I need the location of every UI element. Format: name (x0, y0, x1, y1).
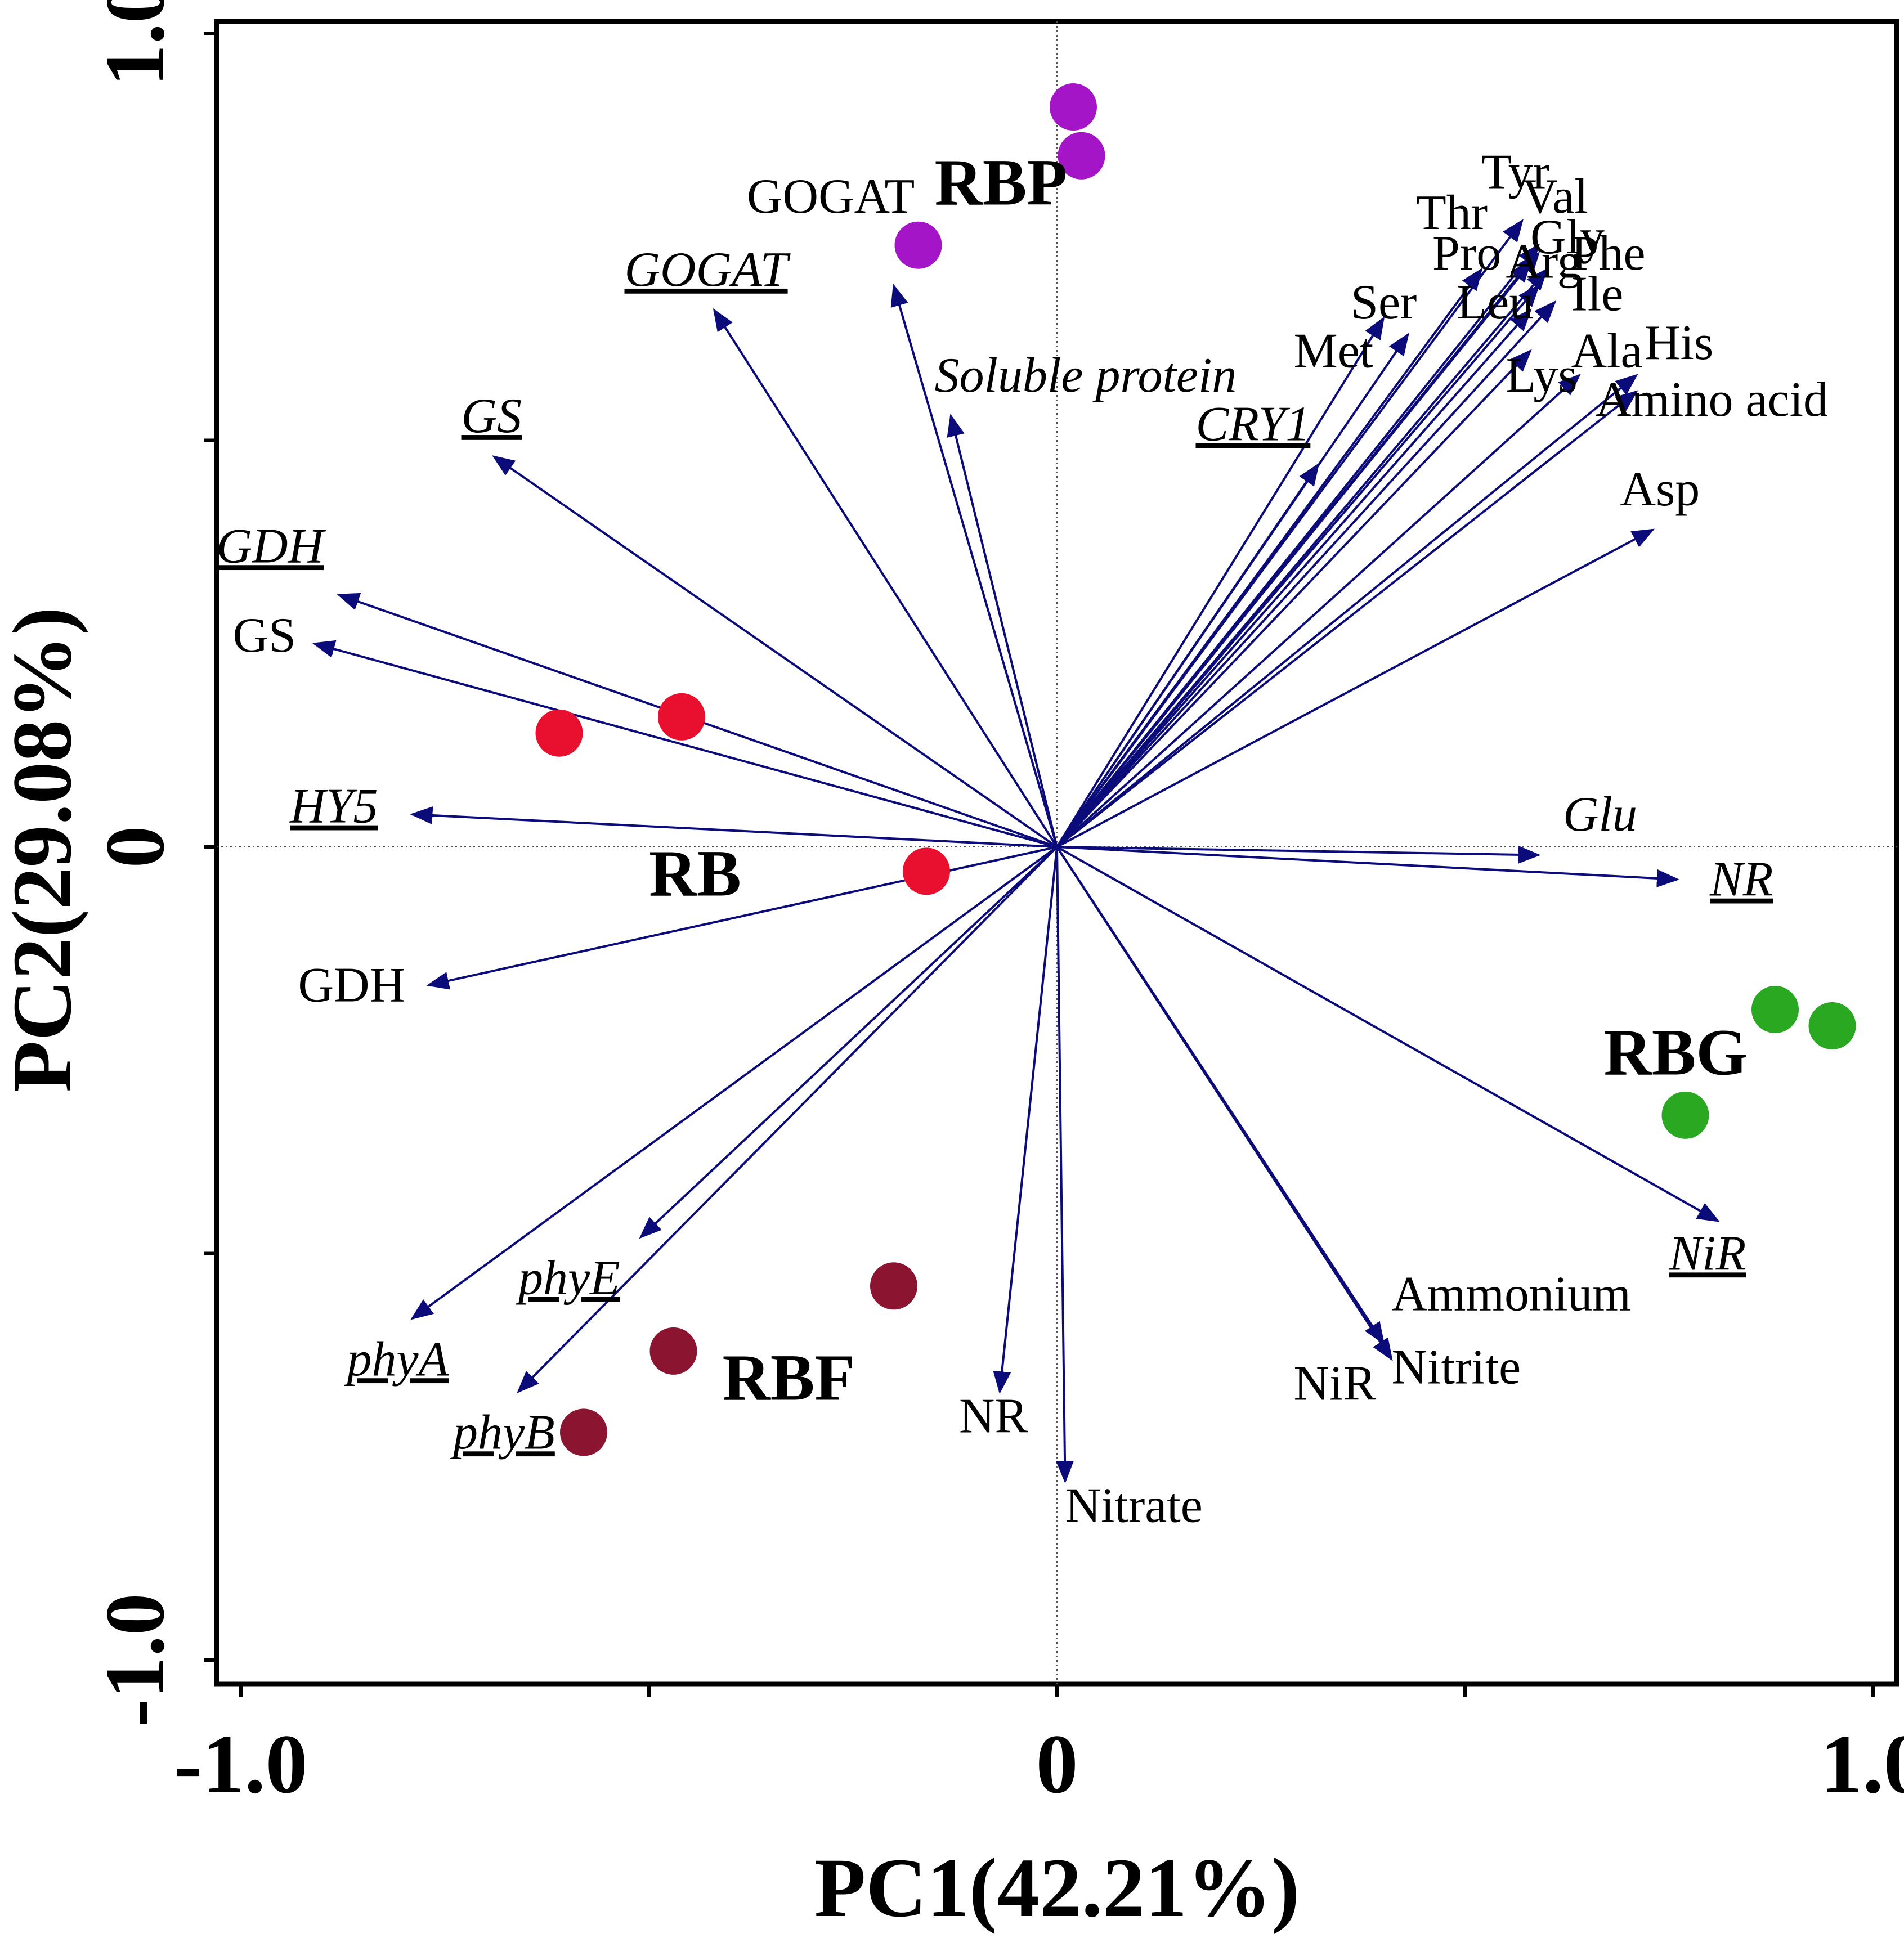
vector-amino-acid (1056, 390, 1638, 848)
point-rbp-3 (894, 221, 942, 269)
point-rbp-1 (1050, 83, 1097, 131)
vector-nitrate (1056, 846, 1074, 1484)
sample-points (535, 83, 1856, 1456)
x-tick-label: -1.0 (174, 1717, 307, 1811)
vector-gs (312, 640, 1058, 848)
vector-label-phye: phyE (515, 1251, 620, 1306)
point-rbf-3 (560, 1408, 607, 1456)
vector-label-ala: Ala (1571, 324, 1643, 378)
point-rbg-3 (1661, 1091, 1709, 1139)
vector-label-nitrate: Nitrate (1065, 1478, 1203, 1533)
vector-label-phya: phyA (344, 1332, 450, 1387)
vector-label-ile: Ile (1571, 267, 1624, 321)
y-tick-label: -1.0 (88, 1593, 182, 1726)
vector-label-phyb: phyB (450, 1405, 555, 1460)
group-label-rb: RB (649, 837, 741, 910)
x-tick-label: 1.0 (1820, 1717, 1904, 1811)
point-rb-1 (535, 709, 583, 757)
vector-gdh (426, 846, 1058, 990)
group-label-rbp: RBP (935, 145, 1068, 219)
axis-ticks (204, 32, 1875, 1697)
vector-label-nr: NR (1709, 853, 1773, 907)
point-rbf-2 (649, 1327, 697, 1375)
point-rb-3 (903, 847, 950, 895)
vector-ile (1056, 300, 1557, 848)
vector-label-nir: NiR (1294, 1357, 1377, 1411)
vector-label-lys: Lys (1506, 348, 1578, 403)
point-rb-2 (658, 693, 705, 741)
vector-label-val: Val (1522, 169, 1588, 224)
vector-phyb (517, 846, 1058, 1393)
group-labels: RB RBP RBG RBF (649, 145, 1748, 1414)
zero-reference-lines (217, 21, 1897, 1684)
vector-label-soluble-protein: Soluble protein (935, 348, 1237, 403)
vector-label-phe: Phe (1571, 226, 1646, 281)
vector-label-arg: Arg (1506, 235, 1582, 289)
vector-glu (1056, 845, 1541, 864)
y-tick-label: 1.0 (88, 0, 182, 87)
vector-label-gdh: GDH (298, 958, 406, 1013)
vector-label-gs: GS (462, 389, 522, 443)
vector-label-cry1: CRY1 (1196, 397, 1311, 452)
tick-labels: -1.0 0 1.0 -1.0 0 1.0 (88, 0, 1904, 1811)
loading-vectors (312, 219, 1720, 1484)
group-label-rbf: RBF (723, 1341, 855, 1415)
vector-phye (639, 846, 1058, 1239)
vector-label-ser: Ser (1351, 275, 1417, 330)
x-axis-title: PC1(42.21%) (814, 1841, 1300, 1935)
vector-label-pro: Pro (1432, 226, 1501, 281)
point-rbg-2 (1808, 1002, 1856, 1049)
vector-label-leu: Leu (1457, 275, 1534, 330)
vector-label-tyr: Tyr (1481, 145, 1549, 200)
vector-label-glu: Glu (1563, 787, 1637, 842)
vector-label-thr: Thr (1416, 186, 1488, 240)
vector-asp (1056, 528, 1655, 848)
vector-label-amino-acid: Amino acid (1596, 373, 1828, 427)
vector-label-gogat: GOGAT (747, 169, 915, 224)
vector-nr-gene (1056, 846, 1679, 887)
vector-his (1056, 374, 1638, 848)
vector-arg (1056, 284, 1540, 848)
vector-cry1 (1056, 463, 1320, 848)
vector-hy5 (410, 806, 1058, 848)
vector-nitrite (1056, 846, 1393, 1361)
vector-gs-gene (492, 455, 1058, 848)
vector-label-gdh: GDH (217, 519, 326, 573)
vector-ala (1056, 374, 1581, 848)
vector-label-his: His (1645, 316, 1713, 370)
y-axis-title: PC2(29.08%) (0, 607, 89, 1092)
vector-label-met: Met (1294, 324, 1374, 378)
vector-label-nitrite: Nitrite (1392, 1340, 1521, 1395)
vector-phya (410, 846, 1058, 1320)
vector-label-hy5: HY5 (289, 779, 378, 834)
vector-nr (993, 846, 1058, 1394)
y-tick-label: 0 (88, 826, 182, 868)
vector-thr (1056, 267, 1483, 848)
point-rbp-2 (1058, 132, 1105, 180)
vector-gogat-gene (713, 308, 1058, 848)
vector-ser (1056, 316, 1385, 848)
vector-label-asp: Asp (1620, 462, 1700, 517)
group-label-rbg: RBG (1604, 1016, 1748, 1089)
vector-gogat (890, 284, 1058, 847)
vector-nir-gene (1056, 846, 1720, 1222)
vector-label-gly: Gly (1530, 210, 1605, 264)
point-rbg-1 (1751, 986, 1799, 1033)
x-tick-label: 0 (1036, 1717, 1078, 1811)
vector-leu (1056, 308, 1532, 848)
point-rbf-1 (870, 1262, 917, 1310)
vector-soluble-protein (947, 414, 1058, 847)
vector-gly (1056, 252, 1540, 848)
vector-label-nir: NiR (1669, 1226, 1746, 1281)
vector-label-ammonium: Ammonium (1392, 1267, 1631, 1322)
vector-label-nr: NR (959, 1389, 1028, 1443)
vector-lys (1056, 349, 1532, 848)
vector-label-gs: GS (233, 608, 297, 663)
vector-label-gogat: GOGAT (625, 243, 791, 297)
